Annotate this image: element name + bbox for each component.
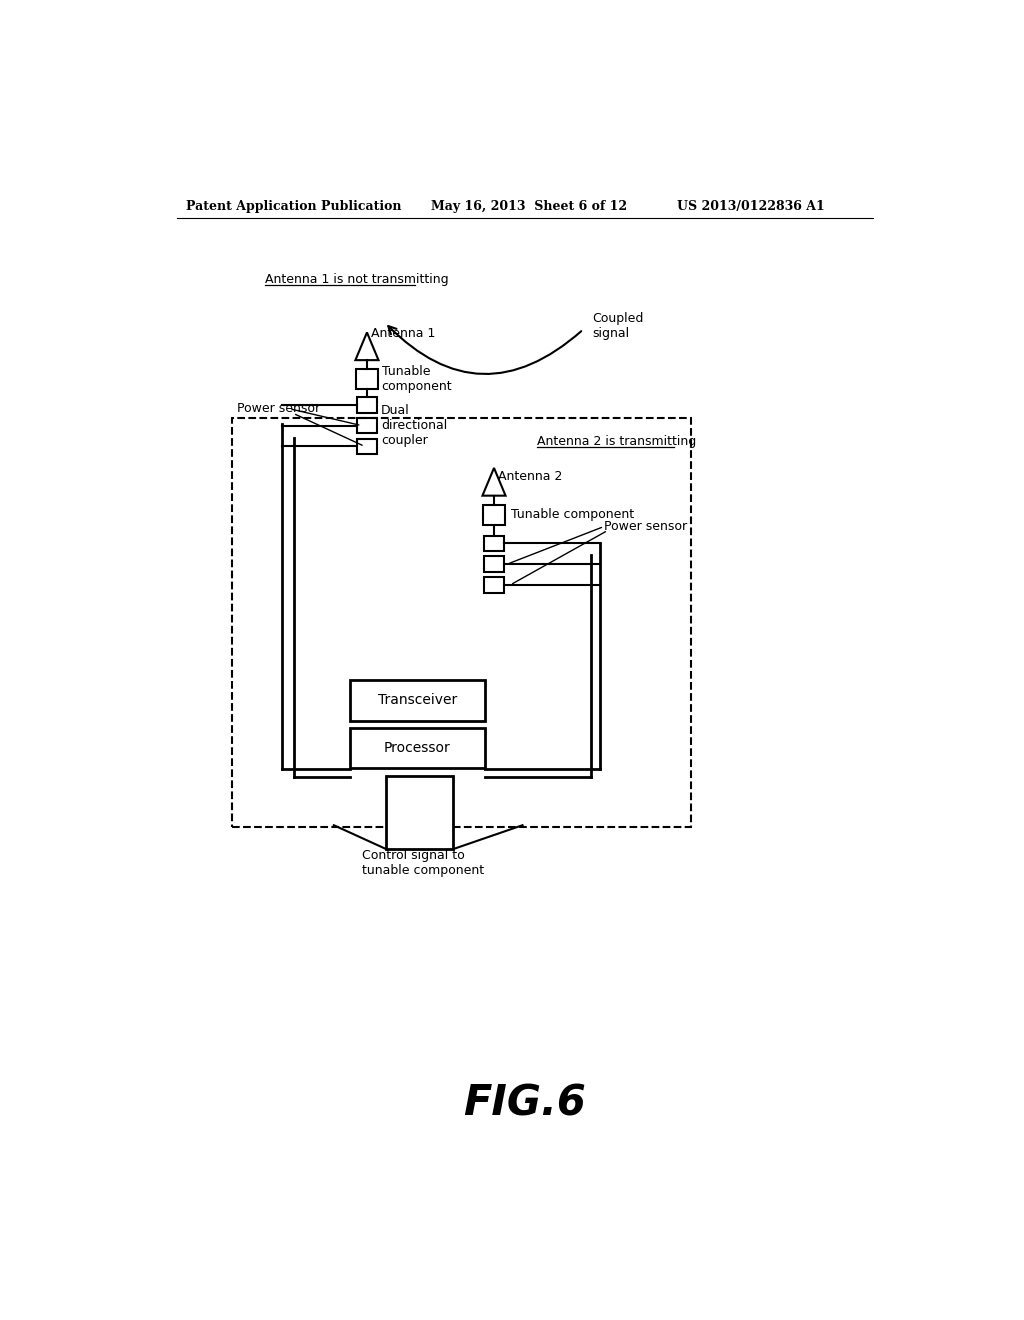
- Text: FIG.6: FIG.6: [464, 1082, 586, 1125]
- Text: Power sensor: Power sensor: [604, 520, 687, 533]
- Text: US 2013/0122836 A1: US 2013/0122836 A1: [677, 201, 825, 214]
- Text: Coupled
signal: Coupled signal: [593, 313, 644, 341]
- Text: Antenna 2 is transmitting: Antenna 2 is transmitting: [538, 436, 696, 449]
- Bar: [350, 681, 484, 721]
- Bar: [357, 418, 377, 433]
- Text: Power sensor: Power sensor: [237, 403, 319, 416]
- FancyArrowPatch shape: [388, 326, 582, 374]
- Text: May 16, 2013  Sheet 6 of 12: May 16, 2013 Sheet 6 of 12: [431, 201, 627, 214]
- Bar: [386, 776, 454, 849]
- Bar: [483, 506, 505, 525]
- Text: Antenna 1 is not transmitting: Antenna 1 is not transmitting: [265, 273, 449, 286]
- Bar: [350, 729, 484, 768]
- Bar: [356, 368, 378, 388]
- Bar: [357, 397, 377, 412]
- Bar: [484, 536, 504, 552]
- Text: Antenna 1: Antenna 1: [371, 327, 435, 341]
- Text: Patent Application Publication: Patent Application Publication: [186, 201, 401, 214]
- Text: Processor: Processor: [384, 742, 451, 755]
- Text: Tunable component: Tunable component: [511, 508, 634, 521]
- Bar: [484, 557, 504, 572]
- Text: Antenna 2: Antenna 2: [498, 470, 562, 483]
- Bar: [484, 577, 504, 593]
- Text: Transceiver: Transceiver: [378, 693, 457, 708]
- Text: Control signal to
tunable component: Control signal to tunable component: [361, 849, 483, 876]
- Bar: [232, 418, 691, 826]
- Text: Tunable
component: Tunable component: [382, 364, 453, 392]
- Text: Dual
directional
coupler: Dual directional coupler: [381, 404, 447, 447]
- Bar: [357, 438, 377, 454]
